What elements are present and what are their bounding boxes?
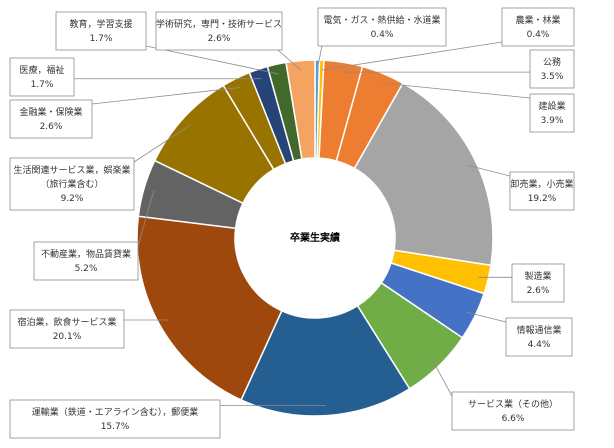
label-10: 不動産業，物品賃貸業 5.2% bbox=[33, 241, 139, 281]
slice-8 bbox=[240, 304, 411, 417]
slice-category-label: 金融業・保険業 bbox=[19, 106, 82, 118]
slice-category-label: 情報通信業 bbox=[516, 324, 561, 336]
label-4: 卸売業，小売業 19.2% bbox=[509, 171, 575, 211]
slice-value-label: 19.2% bbox=[528, 194, 557, 204]
slice-value-label: 20.1% bbox=[53, 332, 82, 342]
leader-line-10 bbox=[137, 190, 155, 247]
slice-category-label: 農業・林業 bbox=[515, 14, 560, 26]
label-2: 公務 3.5% bbox=[529, 49, 575, 89]
leader-line-7 bbox=[431, 358, 453, 397]
slice-value-label: 2.6% bbox=[208, 34, 231, 44]
label-box bbox=[9, 157, 135, 211]
label-box bbox=[529, 93, 575, 133]
label-5: 製造業 2.6% bbox=[511, 263, 565, 303]
donut-slices bbox=[136, 59, 494, 417]
slice-category-label: 医療，福祉 bbox=[19, 64, 64, 76]
slice-value-label: 5.2% bbox=[75, 264, 98, 274]
leader-line-15 bbox=[277, 49, 302, 71]
leader-line-3 bbox=[379, 82, 531, 99]
slice-category-label: 公務 bbox=[543, 56, 561, 68]
slice-category-label: 宿泊業，飲食サービス業 bbox=[17, 316, 116, 328]
label-0: 電気・ガス・熱供給・水道業 0.4% bbox=[317, 7, 447, 47]
slice-9 bbox=[136, 215, 283, 401]
leader-lines bbox=[74, 41, 531, 407]
label-13: 医療，福祉 1.7% bbox=[9, 57, 75, 97]
slice-value-label: 2.6% bbox=[40, 122, 63, 132]
slice-category-label: 生活関連サービス業，娯楽業 bbox=[13, 164, 130, 176]
slice-category-label: 建設業 bbox=[538, 100, 565, 112]
leader-line-0 bbox=[316, 45, 323, 71]
slice-value-label: 0.4% bbox=[371, 30, 394, 40]
slice-category-label: 学術研究，専門・技術サービス bbox=[156, 18, 282, 30]
slice-category-label: サービス業（その他） bbox=[468, 398, 558, 410]
label-box bbox=[9, 57, 75, 97]
label-box bbox=[55, 11, 147, 51]
slice-value-label: 4.4% bbox=[528, 340, 551, 350]
chart-title: 卒業生実績 bbox=[290, 231, 340, 244]
label-box bbox=[155, 11, 283, 51]
label-box bbox=[505, 317, 573, 357]
leader-line-12 bbox=[91, 87, 241, 105]
label-12: 金融業・保険業 2.6% bbox=[9, 99, 93, 139]
slice-category-label: 運輸業（鉄道・エアライン含む），郵便業 bbox=[32, 406, 199, 418]
label-9: 宿泊業，飲食サービス業 20.1% bbox=[9, 309, 125, 349]
slice-4 bbox=[353, 82, 494, 267]
slice-category-label: （旅行業含む） bbox=[40, 178, 103, 190]
slice-value-label: 2.6% bbox=[527, 286, 550, 296]
slice-value-label: 15.7% bbox=[101, 422, 130, 432]
slice-category-label: 不動産業，物品賃貸業 bbox=[41, 248, 131, 260]
label-8: 運輸業（鉄道・エアライン含む），郵便業 15.7% bbox=[9, 399, 221, 439]
slice-value-label: 9.2% bbox=[61, 194, 84, 204]
leader-line-11 bbox=[133, 124, 192, 163]
leader-line-4 bbox=[466, 164, 511, 177]
slice-value-label: 1.7% bbox=[31, 80, 54, 90]
slice-15 bbox=[285, 59, 316, 160]
slice-value-label: 6.6% bbox=[502, 414, 525, 424]
label-box bbox=[501, 7, 575, 47]
slice-value-label: 0.4% bbox=[527, 30, 550, 40]
slice-category-label: 教育，学習支援 bbox=[69, 18, 132, 30]
label-box bbox=[33, 241, 139, 281]
label-15: 学術研究，専門・技術サービス 2.6% bbox=[155, 11, 283, 51]
label-11: 生活関連サービス業，娯楽業 （旅行業含む） 9.2% bbox=[9, 157, 135, 211]
label-box bbox=[9, 99, 93, 139]
slice-category-label: 卸売業，小売業 bbox=[510, 178, 573, 190]
label-box bbox=[529, 49, 575, 89]
label-box bbox=[451, 391, 575, 431]
slice-category-label: 電気・ガス・熱供給・水道業 bbox=[323, 14, 440, 26]
label-box bbox=[317, 7, 447, 47]
slice-category-label: 製造業 bbox=[524, 270, 551, 282]
label-box bbox=[9, 309, 125, 349]
leader-line-6 bbox=[465, 311, 507, 323]
label-6: 情報通信業 4.4% bbox=[505, 317, 573, 357]
label-box bbox=[9, 399, 221, 439]
label-3: 建設業 3.9% bbox=[529, 93, 575, 133]
label-box bbox=[511, 263, 565, 303]
label-box bbox=[509, 171, 575, 211]
leader-line-1 bbox=[321, 41, 503, 71]
slice-value-label: 1.7% bbox=[90, 34, 113, 44]
label-1: 農業・林業 0.4% bbox=[501, 7, 575, 47]
label-7: サービス業（その他） 6.6% bbox=[451, 391, 575, 431]
slice-labels: 電気・ガス・熱供給・水道業 0.4% 農業・林業 0.4% 公務 3.5% 建設業 3.9% 卸… bbox=[9, 7, 575, 439]
slice-value-label: 3.5% bbox=[541, 72, 564, 82]
leader-line-14 bbox=[145, 45, 279, 75]
slice-value-label: 3.9% bbox=[541, 116, 564, 126]
label-14: 教育，学習支援 1.7% bbox=[55, 11, 147, 51]
